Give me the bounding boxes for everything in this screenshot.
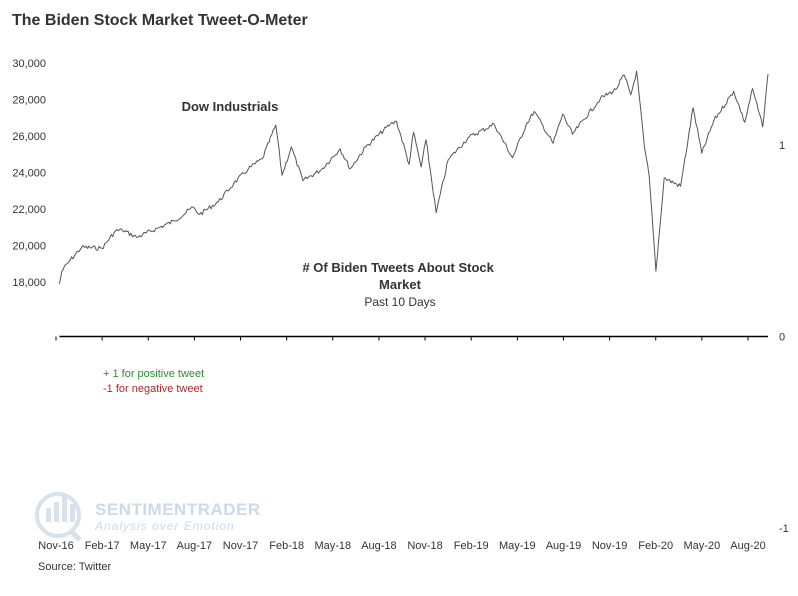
x-tick-label: May-17 [130,540,167,552]
x-tick-label: Nov-19 [592,540,627,552]
watermark-logo: SENTIMENTRADER Analysis over Emotion [35,492,261,542]
y-left-tick-label: 30,000 [12,58,46,70]
x-tick-label: May-19 [499,540,536,552]
x-tick-label: May-20 [684,540,721,552]
x-tick-label: Nov-16 [38,540,73,552]
tweet-series-label-line-2: Market [379,277,422,292]
y-left-tick-label: 20,000 [12,241,46,253]
watermark-chart-icon [35,492,82,542]
dow-series-label: Dow Industrials [182,99,279,114]
x-tick-label: Nov-18 [407,540,442,552]
source-note: Source: Twitter [38,561,111,573]
x-tick-label: Nov-17 [223,540,258,552]
negative-tweet-note: -1 for negative tweet [103,383,203,395]
tweet-series-label-line-1: # Of Biden Tweets About Stock [302,260,494,275]
x-tick-label: Aug-19 [546,540,581,552]
y-right-tick-label: -1 [779,523,789,535]
y-left-axis: 18,000 20,000 22,000 24,000 26,000 28,000 30,0… [12,58,46,289]
x-tick-label: Feb-19 [454,540,489,552]
y-left-tick-label: 26,000 [12,131,46,143]
x-axis: Nov-16 Feb-17 May-17 Aug-17 Nov-17 Feb-18 May-… [38,336,766,552]
y-left-tick-label: 24,000 [12,168,46,180]
x-tick-label: May-18 [314,540,351,552]
y-right-tick-label: 0 [779,332,785,344]
tweet-series-label: # Of Biden Tweets About Stock Market [302,260,497,292]
tweet-series-subtitle: Past 10 Days [364,295,435,309]
dow-series-line [58,70,769,284]
y-left-tick-label: 28,000 [12,95,46,107]
y-left-tick-label: 22,000 [12,204,46,216]
x-tick-label: Feb-20 [638,540,673,552]
x-tick-label: Aug-20 [730,540,765,552]
x-tick-label: Aug-17 [177,540,212,552]
y-right-tick-label: 1 [779,140,785,152]
chart-title: The Biden Stock Market Tweet-O-Meter [12,12,308,29]
x-tick-label: Feb-17 [85,540,120,552]
x-tick-label: Aug-18 [361,540,396,552]
watermark-tagline: Analysis over Emotion [94,519,235,533]
x-tick-label: Feb-18 [269,540,304,552]
watermark-brand: SENTIMENTRADER [95,500,261,519]
positive-tweet-note: + 1 for positive tweet [103,368,204,380]
y-right-axis: -1 0 1 [779,140,789,535]
y-left-tick-label: 18,000 [12,277,46,289]
